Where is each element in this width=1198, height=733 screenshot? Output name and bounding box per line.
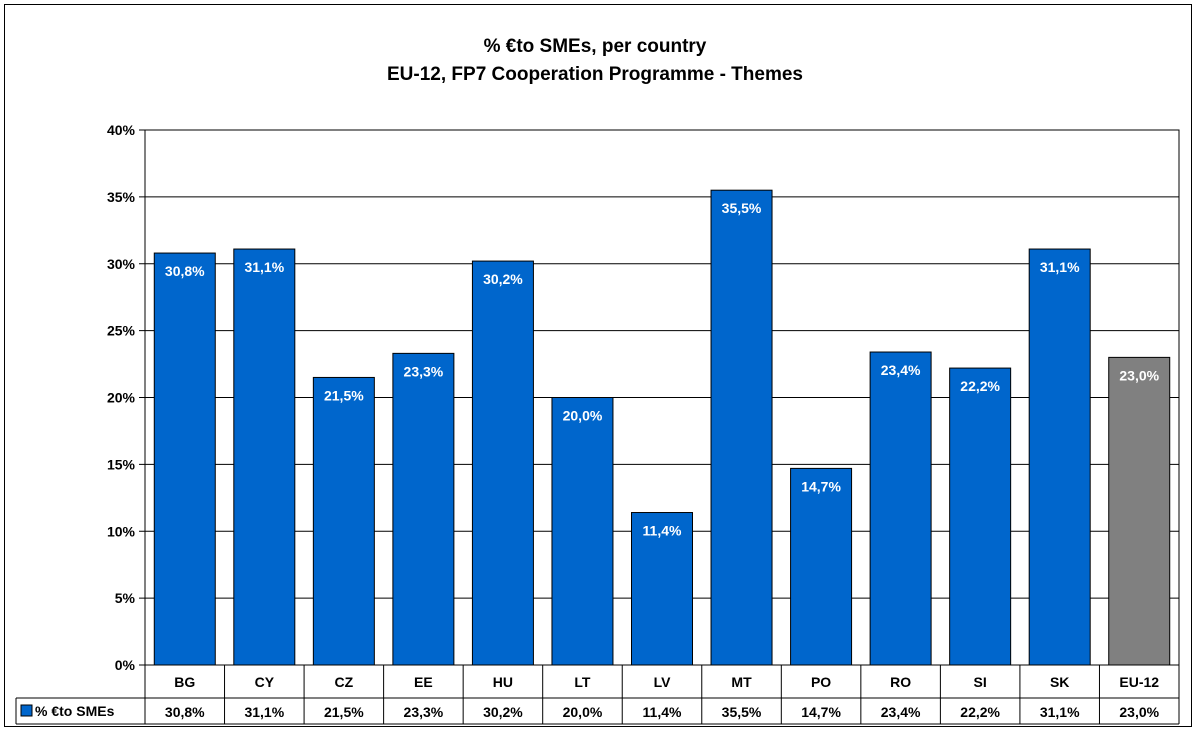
data-table: % €to SMEs BG 30,8% CY 31,1% CZ 21,5% EE 23,3% HU… (15, 665, 1180, 725)
data-label: 21,5% (324, 387, 364, 403)
y-tick-label: 10% (107, 523, 136, 539)
data-label: 31,1% (1040, 259, 1080, 275)
y-tick-label: 25% (107, 323, 136, 339)
y-tick-label: 5% (115, 590, 136, 606)
bar-chart: % €to SMEs, per country EU-12, FP7 Coope… (15, 36, 1180, 725)
table-value: 30,2% (483, 704, 523, 720)
table-value: 21,5% (324, 704, 364, 720)
bar-si (949, 367, 1012, 666)
table-value: 22,2% (960, 704, 1000, 720)
category-label: CY (255, 674, 275, 690)
table-value: 31,1% (1040, 704, 1080, 720)
data-label: 35,5% (722, 200, 762, 216)
y-tick-label: 0% (115, 657, 136, 673)
table-value: 35,5% (722, 704, 762, 720)
bar-eu-12 (1108, 356, 1171, 666)
category-label: EU-12 (1119, 674, 1159, 690)
y-tick-label: 40% (107, 122, 136, 138)
table-value: 14,7% (801, 704, 841, 720)
y-tick-label: 30% (107, 256, 136, 272)
category-label: HU (493, 674, 513, 690)
y-tick-label: 35% (107, 189, 136, 205)
bar-ro (869, 351, 932, 666)
bar-po (790, 467, 853, 666)
category-label: EE (414, 674, 433, 690)
legend-swatch (20, 704, 33, 717)
category-label: SK (1050, 674, 1069, 690)
chart-title-line1: % €to SMEs, per country (484, 36, 707, 57)
table-value: 23,4% (881, 704, 921, 720)
table-value: 30,8% (165, 704, 205, 720)
data-label: 31,1% (244, 259, 284, 275)
y-axis: 0% 5% 10% 15% 20% 25% 30% 35% 40% (107, 122, 145, 673)
data-label: 23,3% (404, 363, 444, 379)
bar-cy (233, 248, 296, 666)
table-value: 23,0% (1119, 704, 1159, 720)
bar-ee (392, 352, 455, 666)
table-value: 31,1% (244, 704, 284, 720)
bars: 30,8% 31,1% 21,5% 23,3% 30,2% 20,0% 11,4% 35,5%… (153, 189, 1171, 666)
data-label: 14,7% (801, 478, 841, 494)
legend-label: % €to SMEs (35, 703, 115, 719)
bar-lv (631, 512, 693, 666)
data-label: 22,2% (960, 378, 1000, 394)
category-label: BG (174, 674, 195, 690)
y-tick-label: 20% (107, 390, 136, 406)
data-label: 20,0% (563, 408, 603, 424)
chart-title-line2: EU-12, FP7 Cooperation Programme - Theme… (387, 64, 803, 85)
category-label: CZ (335, 674, 354, 690)
table-value: 11,4% (643, 704, 682, 720)
chart-frame: % €to SMEs, per country EU-12, FP7 Coope… (4, 4, 1192, 727)
bar-lt (551, 397, 614, 666)
bar-cz (312, 376, 375, 666)
category-label: LT (574, 674, 591, 690)
data-label: 23,0% (1119, 367, 1159, 383)
data-label: 11,4% (643, 523, 682, 539)
category-label: PO (811, 674, 831, 690)
data-label: 30,8% (165, 263, 205, 279)
category-label: SI (974, 674, 987, 690)
bar-hu (471, 260, 534, 666)
category-label: LV (654, 674, 672, 690)
bar-mt (710, 189, 773, 666)
category-label: RO (890, 674, 911, 690)
y-tick-label: 15% (107, 456, 136, 472)
category-label: MT (731, 674, 752, 690)
data-label: 23,4% (881, 362, 921, 378)
table-value: 20,0% (563, 704, 603, 720)
bar-bg (153, 252, 216, 666)
data-label: 30,2% (483, 271, 523, 287)
bar-sk (1028, 248, 1091, 666)
table-value: 23,3% (404, 704, 444, 720)
